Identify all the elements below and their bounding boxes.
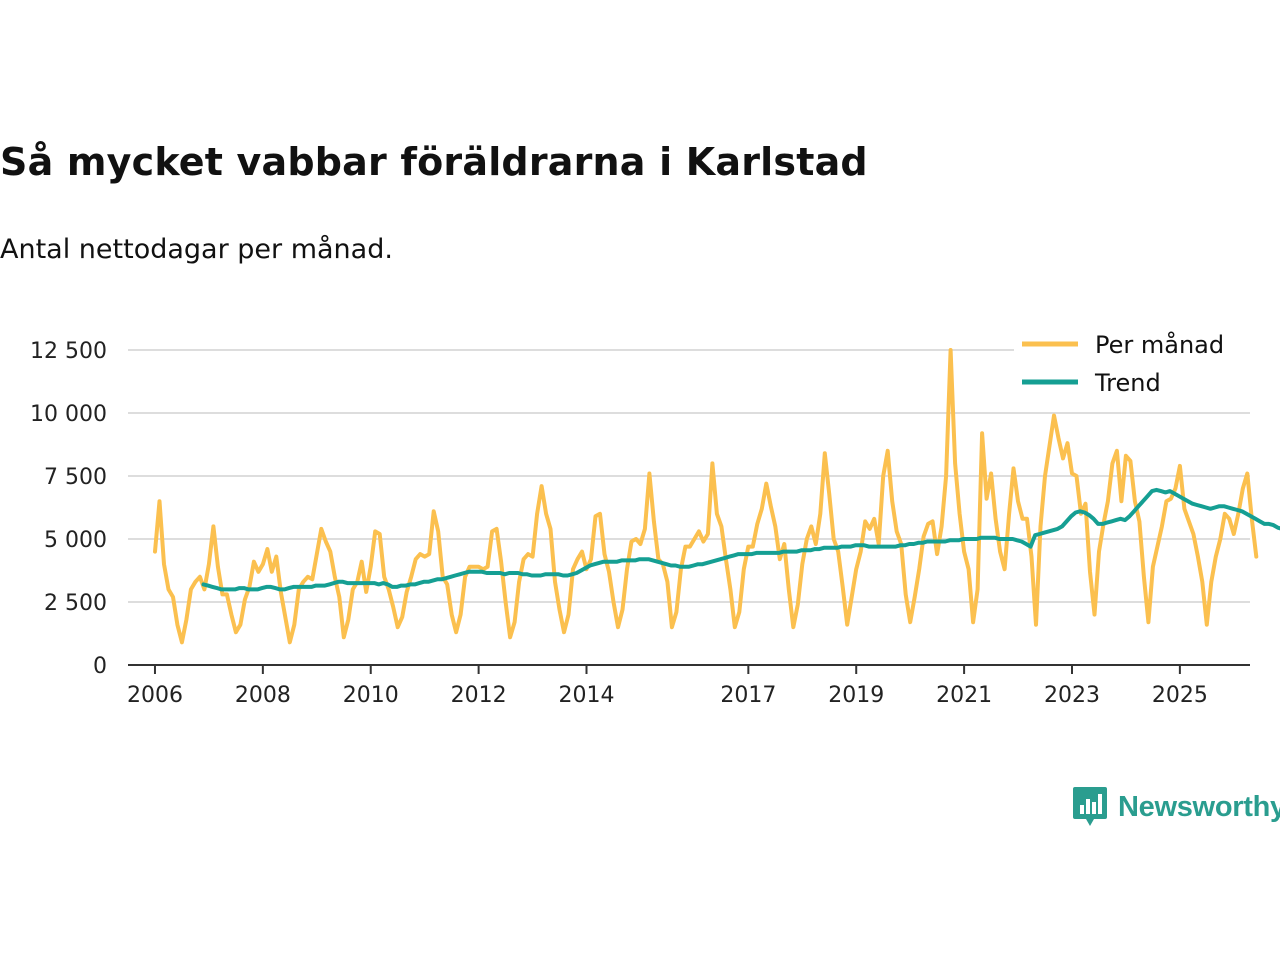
x-tick-label: 2008	[235, 683, 291, 708]
series	[153, 348, 1280, 645]
x-tick-label: 2006	[127, 683, 183, 708]
axes: 0 2 500 5 000 7 500 10 000 12 500 2006 2008 2010…	[30, 339, 1250, 708]
x-tick-label: 2019	[828, 683, 884, 708]
y-tick-label: 2 500	[44, 591, 107, 616]
x-tick-label: 2017	[720, 683, 776, 708]
legend-label-per-manad: Per månad	[1095, 330, 1224, 359]
newsworthy-logo: Newsworthy	[1072, 786, 1280, 828]
x-tick-label: 2021	[936, 683, 992, 708]
y-tick-label: 5 000	[44, 528, 107, 553]
legend-background	[1014, 328, 1250, 404]
brand-name: Newsworthy	[1118, 790, 1280, 823]
chart-subtitle: Antal nettodagar per månad.	[0, 234, 393, 265]
x-tick-label: 2010	[343, 683, 399, 708]
x-tick-label: 2012	[451, 683, 507, 708]
y-tick-label: 12 500	[30, 339, 107, 364]
series-line-trend	[201, 487, 1280, 592]
x-tick-label: 2014	[559, 683, 615, 708]
y-tick-label: 0	[93, 654, 107, 679]
y-tick-label: 7 500	[44, 465, 107, 490]
x-tick-label: 2025	[1152, 683, 1208, 708]
y-tick-label: 10 000	[30, 402, 107, 427]
series-line-per-manad	[153, 348, 1259, 645]
legend: Per månad Trend	[1014, 328, 1250, 404]
chart-title: Så mycket vabbar föräldrarna i Karlstad	[0, 140, 868, 184]
x-tick-label: 2023	[1044, 683, 1100, 708]
bar-chart-speech-icon	[1073, 787, 1107, 826]
legend-label-trend: Trend	[1094, 369, 1161, 397]
